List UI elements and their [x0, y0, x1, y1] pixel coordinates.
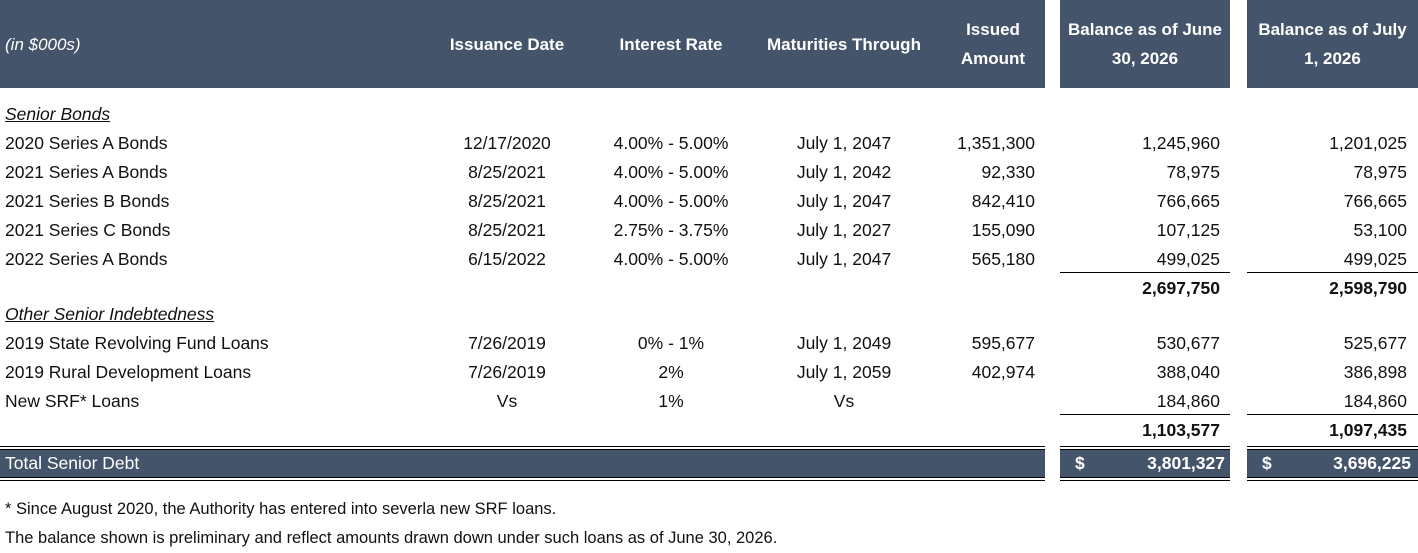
cell-bal1: 499,025 [1156, 249, 1220, 269]
cell-name: 2021 Series B Bonds [5, 191, 170, 211]
cell-bal2: 78,975 [1353, 162, 1407, 182]
cell-name: 2021 Series A Bonds [5, 162, 168, 182]
footnote: The balance shown is preliminary and ref… [5, 529, 778, 547]
cell-bal2: 766,665 [1343, 191, 1407, 211]
cell-rate: 4.00% - 5.00% [613, 162, 729, 182]
cell-bal1: 766,665 [1156, 191, 1220, 211]
total-rule [0, 446, 1045, 450]
cell-date: Vs [496, 391, 518, 411]
column-header: Maturities Through [767, 34, 921, 54]
cell-bal1: 1,245,960 [1142, 133, 1220, 153]
header-band [1247, 0, 1418, 88]
cell-bal1: 388,040 [1156, 362, 1220, 382]
cell-name: 2019 Rural Development Loans [5, 362, 252, 382]
section-title: Senior Bonds [5, 104, 111, 124]
cell-bal2: 386,898 [1343, 362, 1407, 382]
total-band [0, 449, 1045, 477]
subtotal: 2,697,750 [1142, 278, 1220, 298]
section-title: Other Senior Indebtedness [5, 304, 215, 324]
cell-issued: 1,351,300 [957, 133, 1035, 153]
cell-issued: 155,090 [971, 220, 1035, 240]
cell-name: New SRF* Loans [5, 391, 140, 411]
cell-issued: 842,410 [971, 191, 1035, 211]
total-label: Total Senior Debt [5, 453, 140, 473]
subtotal-rule [1247, 414, 1418, 415]
cell-date: 7/26/2019 [468, 362, 546, 382]
total: 3,801,327 [1147, 453, 1225, 473]
total-rule [1247, 446, 1418, 450]
column-header: Interest Rate [619, 34, 723, 54]
cell-name: 2021 Series C Bonds [5, 220, 171, 240]
cell-maturity: July 1, 2042 [796, 162, 892, 182]
cell-rate: 2.75% - 3.75% [613, 220, 729, 240]
footnote: * Since August 2020, the Authority has e… [5, 500, 557, 518]
cell-name: 2020 Series A Bonds [5, 133, 168, 153]
cell-bal2: 499,025 [1343, 249, 1407, 269]
cell-bal1: 107,125 [1156, 220, 1220, 240]
cell-maturity: July 1, 2047 [796, 133, 892, 153]
currency: $ [1075, 453, 1085, 473]
cell-date: 8/25/2021 [468, 191, 546, 211]
cell-maturity: July 1, 2027 [796, 220, 892, 240]
cell-bal1: 184,860 [1156, 391, 1220, 411]
currency: $ [1262, 453, 1272, 473]
cell-maturity: July 1, 2049 [796, 333, 892, 353]
unit-label: (in $000s) [5, 34, 81, 54]
cell-bal2: 1,201,025 [1329, 133, 1407, 153]
cell-bal2: 525,677 [1343, 333, 1407, 353]
cell-date: 8/25/2021 [468, 220, 546, 240]
header-band [0, 0, 1045, 88]
subtotal: 1,097,435 [1329, 420, 1407, 440]
cell-date: 7/26/2019 [468, 333, 546, 353]
cell-name: 2022 Series A Bonds [5, 249, 168, 269]
cell-issued: 92,330 [981, 162, 1035, 182]
subtotal-rule [1060, 272, 1230, 273]
total-band [1247, 449, 1418, 477]
cell-maturity: Vs [833, 391, 855, 411]
cell-name: 2019 State Revolving Fund Loans [5, 333, 269, 353]
cell-maturity: July 1, 2059 [796, 362, 892, 382]
cell-rate: 0% - 1% [637, 333, 705, 353]
cell-maturity: July 1, 2047 [796, 191, 892, 211]
total-rule [1060, 446, 1230, 450]
cell-bal2: 53,100 [1353, 220, 1407, 240]
cell-bal2: 184,860 [1343, 391, 1407, 411]
cell-issued: 595,677 [971, 333, 1035, 353]
cell-bal1: 530,677 [1156, 333, 1220, 353]
column-header: Issuance Date [449, 34, 565, 54]
subtotal: 2,598,790 [1329, 278, 1407, 298]
cell-bal1: 78,975 [1166, 162, 1220, 182]
header-band [1060, 0, 1230, 88]
cell-date: 8/25/2021 [468, 162, 546, 182]
total-rule [1247, 477, 1418, 481]
cell-issued: 565,180 [971, 249, 1035, 269]
subtotal-rule [1060, 414, 1230, 415]
cell-maturity: July 1, 2047 [796, 249, 892, 269]
column-header: Balance as of June 30, 2026 [1068, 20, 1223, 68]
cell-date: 6/15/2022 [468, 249, 546, 269]
total-rule [0, 477, 1045, 481]
subtotal-rule [1247, 272, 1418, 273]
total-band [1060, 449, 1230, 477]
cell-rate: 4.00% - 5.00% [613, 191, 729, 211]
cell-rate: 1% [658, 391, 684, 411]
subtotal: 1,103,577 [1142, 420, 1220, 440]
total-rule [1060, 477, 1230, 481]
column-header: Balance as of July 1, 2026 [1258, 20, 1407, 68]
cell-rate: 4.00% - 5.00% [613, 133, 729, 153]
cell-issued: 402,974 [971, 362, 1035, 382]
cell-date: 12/17/2020 [463, 133, 551, 153]
total: 3,696,225 [1333, 453, 1411, 473]
column-header: Issued Amount [960, 20, 1026, 68]
cell-rate: 4.00% - 5.00% [613, 249, 729, 269]
cell-rate: 2% [658, 362, 684, 382]
